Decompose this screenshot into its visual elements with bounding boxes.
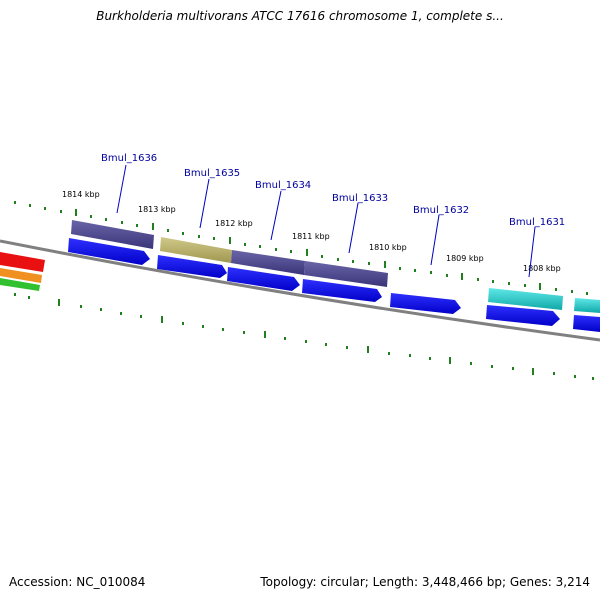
inner-major-ticks xyxy=(58,299,534,375)
cog-block-bmul-1633 xyxy=(304,261,388,287)
gene-label-leaders xyxy=(116,164,536,278)
outer-minor-ticks xyxy=(14,201,588,295)
feature-orange xyxy=(0,268,42,283)
gene-arrow-bmul-1632 xyxy=(390,293,461,314)
map-title: Burkholderia multivorans ATCC 17616 chro… xyxy=(96,9,504,23)
cog-block-bmul-1635 xyxy=(160,237,232,263)
cog-feature-ring xyxy=(71,220,600,313)
cog-block-bmul-1634 xyxy=(231,250,305,275)
cog-block-edge xyxy=(574,298,600,313)
cog-block-bmul-1631 xyxy=(488,288,563,310)
gene-label-bmul-1634: Bmul_1634 xyxy=(255,180,311,191)
gene-arrow-bmul-1636 xyxy=(68,238,150,265)
gene-arrow-edge xyxy=(573,315,600,332)
kbp-label-1814: 1814 kbp xyxy=(62,190,100,199)
kbp-label-1810: 1810 kbp xyxy=(369,243,407,252)
cog-block-bmul-1636 xyxy=(71,220,154,249)
genome-summary-text: Topology: circular; Length: 3,448,466 bp… xyxy=(260,575,590,589)
gene-arrow-bmul-1635 xyxy=(157,255,227,278)
gene-label-bmul-1632: Bmul_1632 xyxy=(413,205,469,216)
chromosome-backbone xyxy=(0,239,600,342)
outer-major-ticks xyxy=(75,209,541,290)
gene-arrow-bmul-1634 xyxy=(227,267,300,291)
left-edge-features xyxy=(0,252,45,291)
kbp-label-1808: 1808 kbp xyxy=(523,264,561,273)
kbp-label-1812: 1812 kbp xyxy=(215,219,253,228)
kbp-label-1813: 1813 kbp xyxy=(138,205,176,214)
gene-label-bmul-1631: Bmul_1631 xyxy=(509,217,565,228)
gene-label-bmul-1633: Bmul_1633 xyxy=(332,193,388,204)
kbp-label-1809: 1809 kbp xyxy=(446,254,484,263)
accession-text: Accession: NC_010084 xyxy=(9,575,146,589)
feature-green xyxy=(0,278,40,291)
gene-arrow-bmul-1633 xyxy=(302,279,382,302)
kbp-label-1811: 1811 kbp xyxy=(292,232,330,241)
gene-arrow-bmul-1631 xyxy=(486,305,560,326)
gene-label-bmul-1635: Bmul_1635 xyxy=(184,168,240,179)
feature-red xyxy=(0,252,45,272)
inner-minor-ticks xyxy=(14,293,594,380)
gene-arrow-ring xyxy=(68,238,600,332)
gene-label-bmul-1636: Bmul_1636 xyxy=(101,153,157,164)
